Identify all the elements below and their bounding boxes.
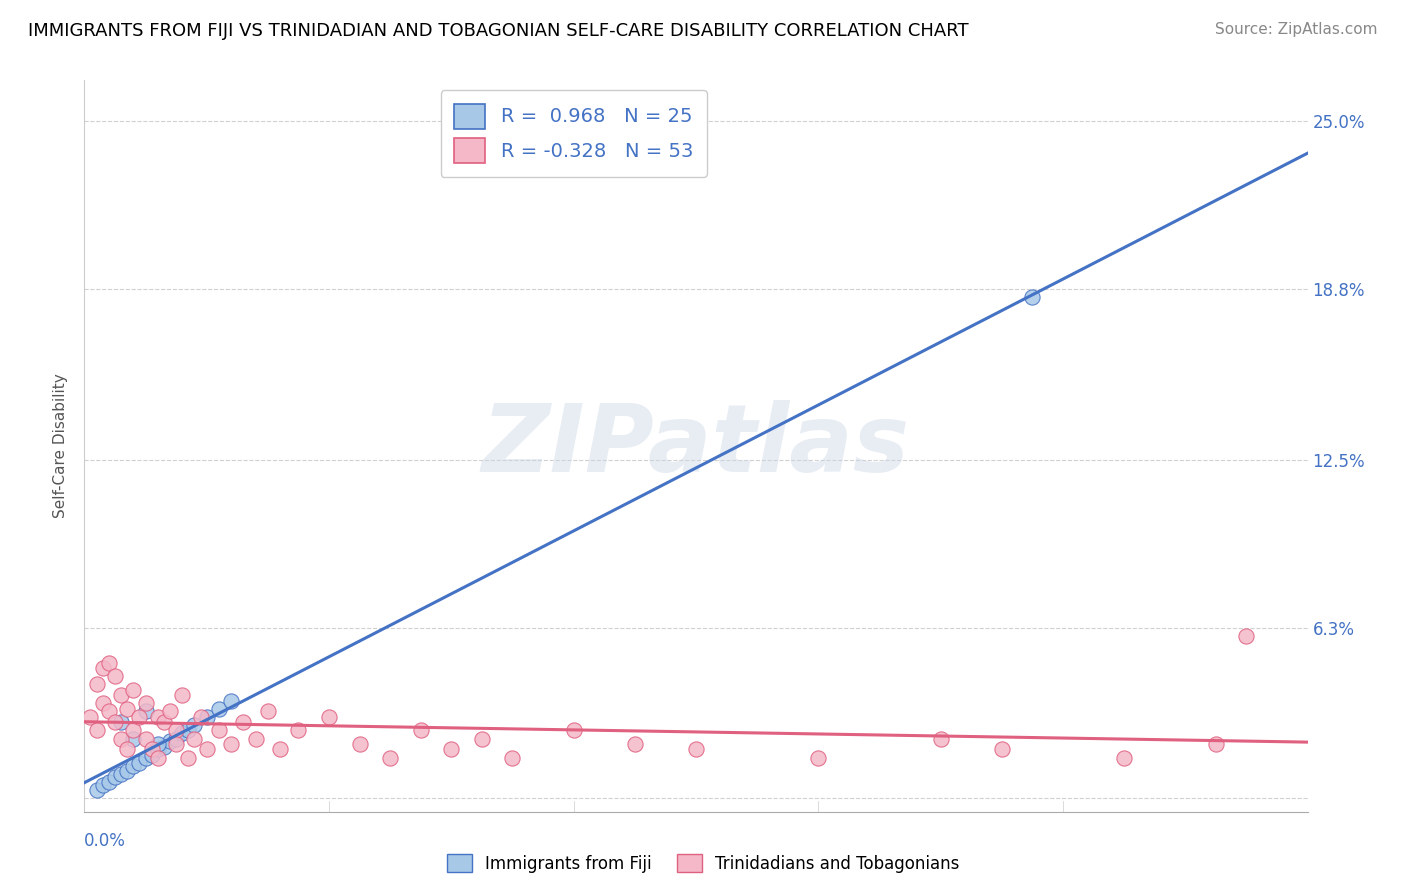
Point <box>318 710 340 724</box>
Point <box>1205 737 1227 751</box>
Point <box>208 702 231 716</box>
Point <box>141 747 163 762</box>
Y-axis label: Self-Care Disability: Self-Care Disability <box>53 374 69 518</box>
Point <box>97 705 120 719</box>
Point <box>115 742 138 756</box>
Point <box>128 710 150 724</box>
Point <box>177 723 200 738</box>
Point <box>146 742 169 756</box>
Point <box>104 715 127 730</box>
Point <box>257 705 280 719</box>
Point <box>135 705 157 719</box>
Point <box>146 737 169 751</box>
Text: IMMIGRANTS FROM FIJI VS TRINIDADIAN AND TOBAGONIAN SELF-CARE DISABILITY CORRELAT: IMMIGRANTS FROM FIJI VS TRINIDADIAN AND … <box>28 22 969 40</box>
Point <box>208 723 231 738</box>
Point <box>165 723 187 738</box>
Point <box>110 688 132 702</box>
Text: ZIPatlas: ZIPatlas <box>482 400 910 492</box>
Point <box>91 778 114 792</box>
Point <box>807 750 830 764</box>
Point <box>110 731 132 746</box>
Point <box>146 750 169 764</box>
Text: 0.0%: 0.0% <box>84 832 127 850</box>
Point <box>177 750 200 764</box>
Point <box>86 783 108 797</box>
Point <box>110 766 132 780</box>
Point <box>409 723 432 738</box>
Point <box>190 710 212 724</box>
Point <box>219 737 242 751</box>
Point <box>91 661 114 675</box>
Point <box>1021 290 1043 304</box>
Point <box>172 726 194 740</box>
Point <box>122 758 145 772</box>
Point <box>471 731 494 746</box>
Point <box>183 718 205 732</box>
Point <box>128 756 150 770</box>
Point <box>122 731 145 746</box>
Point <box>97 775 120 789</box>
Point <box>135 750 157 764</box>
Point <box>269 742 291 756</box>
Point <box>146 710 169 724</box>
Point <box>685 742 707 756</box>
Point <box>929 731 952 746</box>
Point <box>219 693 242 707</box>
Point <box>153 715 176 730</box>
Point <box>440 742 463 756</box>
Point <box>79 710 101 724</box>
Point <box>97 656 120 670</box>
Point <box>104 669 127 683</box>
Point <box>165 737 187 751</box>
Point <box>172 688 194 702</box>
Legend: Immigrants from Fiji, Trinidadians and Tobagonians: Immigrants from Fiji, Trinidadians and T… <box>440 847 966 880</box>
Point <box>110 715 132 730</box>
Point <box>245 731 267 746</box>
Point <box>165 731 187 746</box>
Point <box>183 731 205 746</box>
Point <box>159 734 181 748</box>
Point <box>115 764 138 778</box>
Point <box>115 702 138 716</box>
Point <box>86 723 108 738</box>
Point <box>91 697 114 711</box>
Point <box>104 770 127 784</box>
Point <box>991 742 1014 756</box>
Point <box>1236 629 1258 643</box>
Point <box>122 723 145 738</box>
Point <box>135 731 157 746</box>
Point <box>135 697 157 711</box>
Point <box>502 750 524 764</box>
Text: Source: ZipAtlas.com: Source: ZipAtlas.com <box>1215 22 1378 37</box>
Point <box>349 737 371 751</box>
Point <box>195 710 218 724</box>
Point <box>141 742 163 756</box>
Point <box>624 737 647 751</box>
Point <box>195 742 218 756</box>
Point <box>122 682 145 697</box>
Point <box>86 677 108 691</box>
Point <box>232 715 254 730</box>
Point <box>562 723 585 738</box>
Legend: R =  0.968   N = 25, R = -0.328   N = 53: R = 0.968 N = 25, R = -0.328 N = 53 <box>440 90 707 177</box>
Point <box>159 705 181 719</box>
Point <box>380 750 402 764</box>
Point <box>153 739 176 754</box>
Point <box>287 723 309 738</box>
Point <box>1114 750 1136 764</box>
